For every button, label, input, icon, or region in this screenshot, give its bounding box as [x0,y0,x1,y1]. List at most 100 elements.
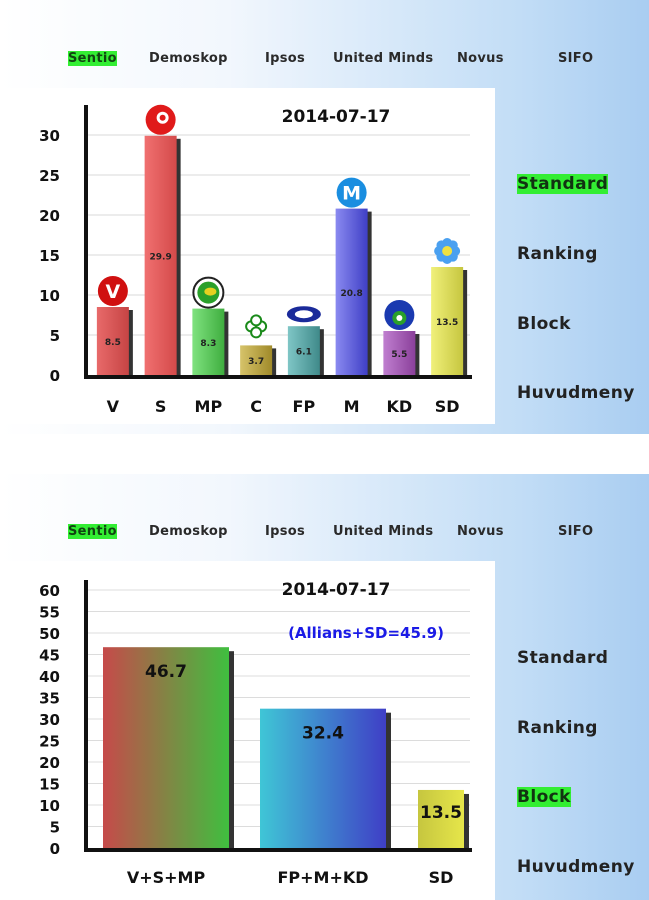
category-label: S [155,397,167,416]
bar-sd [431,267,464,375]
pollster-tabs: Sentio Demoskop Ipsos United Minds Novus… [0,474,649,539]
chart-date: 2014-07-17 [282,580,391,600]
y-tick-label: 5 [50,819,60,837]
category-label: MP [195,397,223,416]
y-tick-label: 30 [39,711,60,729]
x-axis-line [84,375,472,379]
tab-sifo[interactable]: SIFO [558,51,594,66]
chart-area [0,561,495,900]
bar-fp-m-kd [260,708,386,848]
bar-v [96,307,129,375]
bar-fp [287,326,320,375]
value-label: 20.8 [341,289,363,299]
block-view-panel: Sentio Demoskop Ipsos United Minds Novus… [0,474,649,900]
value-label: 32.4 [302,724,344,744]
kd-logo-center [396,315,403,321]
value-label: 6.1 [296,348,312,358]
bar-m [335,208,368,375]
party-bar-chart: 8.5 V 29.9 8.3 3.7 6.1 20.8 M 5.5 13.5 0 5 10 15 20 25… [39,104,472,416]
axes: 0 5 10 15 20 25 30 V S MP C FP M KD SD [39,105,472,416]
y-tick-label: 25 [39,167,60,185]
y-tick-label: 15 [39,247,60,265]
value-label: 3.7 [248,357,264,367]
tab-ipsos[interactable]: Ipsos [265,524,306,539]
value-label: 29.9 [150,252,172,262]
y-tick-label: 35 [39,690,60,708]
m-logo-circle [336,177,367,208]
bar-kd [383,331,416,375]
y-tick-label: 60 [39,582,60,600]
category-label: SD [435,397,460,416]
tab-demoskop[interactable]: Demoskop [149,51,228,66]
c-clover-logo-icon [245,314,268,339]
menu-standard[interactable]: Standard [517,648,609,668]
fp-bird-highlight [294,310,313,319]
standard-view-panel: Sentio Demoskop Ipsos United Minds Novus… [0,0,649,434]
y-tick-label: 10 [39,797,60,815]
sd-flower-center [442,246,453,256]
tab-united-minds[interactable]: United Minds [333,524,434,539]
y-tick-label: 0 [50,367,60,385]
y-tick-label: 55 [39,604,60,622]
bar-s [144,135,177,375]
kd-logo-icon [384,300,415,330]
s-rose-center [159,114,166,121]
v-logo-circle [97,276,128,306]
block-bar-chart: 46.7 32.4 13.5 0 5 10 15 20 25 30 35 40 45 50 55 60 V+S… [39,580,472,887]
category-label: V+S+MP [127,868,206,887]
bar-mp [192,308,225,375]
menu-ranking[interactable]: Ranking [517,718,598,738]
tab-novus[interactable]: Novus [457,51,504,66]
menu-huvudmeny[interactable]: Huvudmeny [517,383,635,403]
mp-leaf [204,287,217,296]
mp-leaf-logo-icon [192,276,225,309]
tab-sentio[interactable]: Sentio [68,524,117,539]
tab-novus[interactable]: Novus [457,524,504,539]
category-label: SD [429,868,454,887]
value-label: 13.5 [420,803,462,823]
fp-bird-logo-icon [286,306,321,323]
clover-leaf [250,326,263,339]
allians-sd-annotation: (Allians+SD=45.9) [288,624,444,642]
value-label: 5.5 [391,350,407,360]
clover-leaf [250,314,263,327]
category-label: M [344,397,360,416]
bar-sd [418,789,464,848]
category-label: V [107,397,120,416]
logo-letter: M [342,183,361,205]
y-tick-label: 20 [39,754,60,772]
bars: 46.7 32.4 13.5 [103,647,469,848]
y-tick-label: 30 [39,127,60,145]
value-label: 46.7 [145,662,187,682]
y-tick-label: 5 [50,327,60,345]
x-axis-line [84,848,472,852]
sd-flower-logo-icon [434,238,461,264]
value-label: 8.5 [105,338,121,348]
y-tick-label: 0 [50,840,60,858]
value-label: 8.3 [200,339,216,349]
y-tick-label: 25 [39,733,60,751]
tab-sifo[interactable]: SIFO [558,524,594,539]
tab-ipsos[interactable]: Ipsos [265,51,306,66]
category-label: KD [387,397,413,416]
menu-huvudmeny[interactable]: Huvudmeny [517,857,635,877]
menu-ranking[interactable]: Ranking [517,244,598,264]
tab-sentio[interactable]: Sentio [68,51,117,66]
value-label: 13.5 [436,318,458,328]
y-tick-label: 50 [39,625,60,643]
category-label: C [250,397,262,416]
category-label: FP+M+KD [277,868,368,887]
tab-demoskop[interactable]: Demoskop [149,524,228,539]
bars: 8.5 V 29.9 8.3 3.7 6.1 20.8 M 5.5 13.5 [96,104,468,375]
menu-block[interactable]: Block [517,787,571,807]
y-axis-line [84,580,88,852]
pollster-tabs: Sentio Demoskop Ipsos United Minds Novus… [0,0,649,66]
tab-united-minds[interactable]: United Minds [333,51,434,66]
chart-date: 2014-07-17 [282,107,391,127]
menu-standard[interactable]: Standard [517,174,609,194]
y-axis-line [84,105,88,379]
y-tick-label: 20 [39,207,60,225]
menu-block[interactable]: Block [517,314,571,334]
y-tick-label: 10 [39,287,60,305]
y-tick-label: 40 [39,668,60,686]
